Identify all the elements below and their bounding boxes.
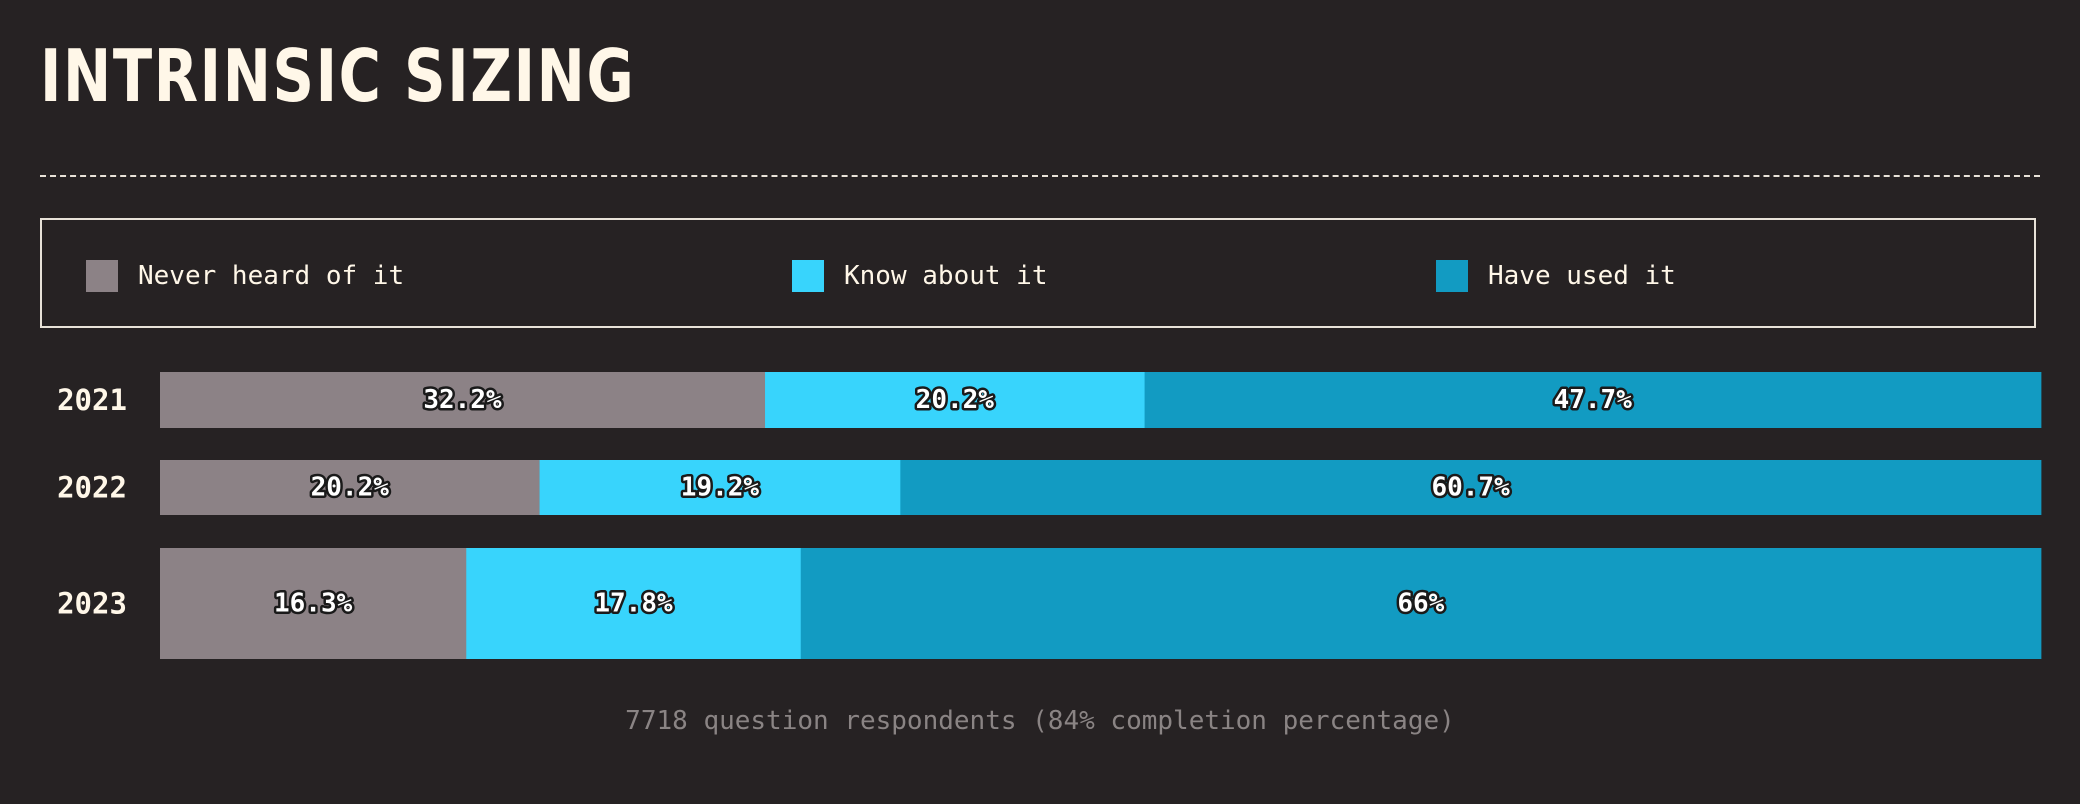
year-label-2023: 2023: [57, 587, 127, 621]
data-label-2022-2: 60.7%: [1431, 473, 1510, 503]
bar-segment-2023-0[interactable]: [160, 548, 467, 659]
data-label-2021-0: 32.2%: [423, 385, 502, 415]
legend-swatch-know-about: [792, 260, 824, 292]
bar-segment-2022-1[interactable]: [539, 460, 901, 515]
title-divider: [40, 175, 2040, 177]
legend-label-never-heard: Never heard of it: [138, 261, 405, 291]
legend-item-have-used[interactable]: Have used it: [1436, 260, 1676, 292]
bar-segment-2021-2[interactable]: [1144, 372, 2042, 428]
respondents-footer: 7718 question respondents (84% completio…: [625, 706, 1455, 736]
legend-label-have-used: Have used it: [1488, 261, 1676, 291]
year-label-2021: 2021: [57, 383, 127, 417]
data-label-2022-1: 19.2%: [681, 473, 760, 503]
bar-segment-2022-2[interactable]: [900, 460, 2042, 515]
bar-segment-2023-2[interactable]: [800, 548, 2042, 659]
stacked-bar-chart: 2021 32.2% 20.2% 47.7% 2022 20.2% 19.2% 60.7% 20…: [57, 372, 2042, 659]
legend-item-never-heard[interactable]: Never heard of it: [86, 260, 404, 292]
bar-segment-2023-1[interactable]: [466, 548, 802, 659]
legend-swatch-have-used: [1436, 260, 1468, 292]
legend-swatch-never-heard: [86, 260, 118, 292]
legend-label-know-about: Know about it: [844, 261, 1048, 291]
bar-segment-2022-0[interactable]: [160, 460, 541, 515]
bar-segment-2021-1[interactable]: [765, 372, 1146, 428]
data-label-2023-0: 16.3%: [274, 589, 353, 619]
legend: Never heard of it Know about it Have use…: [40, 218, 2036, 328]
data-label-2021-2: 47.7%: [1554, 385, 1633, 415]
bar-segment-2021-0[interactable]: [160, 372, 766, 428]
legend-item-know-about[interactable]: Know about it: [792, 260, 1048, 292]
data-label-2023-2: 66%: [1397, 589, 1444, 619]
data-label-2021-1: 20.2%: [916, 385, 995, 415]
data-label-2022-0: 20.2%: [311, 473, 390, 503]
year-label-2022: 2022: [57, 471, 127, 505]
chart-title: INTRINSIC SIZING: [40, 34, 636, 118]
data-label-2023-1: 17.8%: [594, 589, 673, 619]
